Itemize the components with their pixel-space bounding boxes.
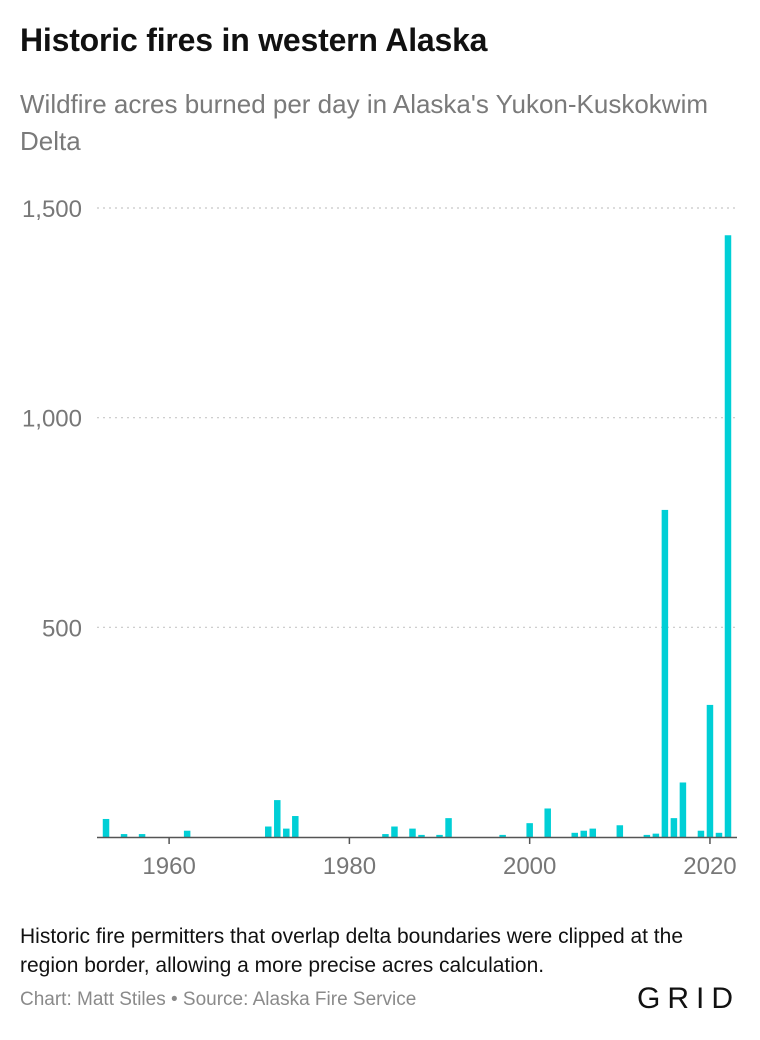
bar-1955 — [120, 834, 128, 837]
bar-2017 — [679, 782, 687, 837]
source-credit: Chart: Matt Stiles • Source: Alaska Fire… — [20, 989, 417, 1010]
x-tick-label: 1960 — [142, 853, 195, 880]
bar-2013 — [643, 834, 651, 837]
bar-2015 — [661, 509, 669, 837]
bars — [102, 235, 732, 838]
y-axis-ticks: 500 1,000 1,500 — [22, 196, 82, 642]
bar-2014 — [652, 833, 660, 837]
bar-2016 — [670, 818, 678, 837]
bar-chart: 500 1,000 1,500 1960 1980 2000 2020 — [22, 196, 737, 880]
bar-2019 — [697, 830, 705, 837]
bar-2020 — [706, 704, 714, 837]
bar-2022 — [724, 235, 732, 838]
bar-1990 — [436, 834, 443, 837]
chart-subtitle: Wildfire acres burned per day in Alaska'… — [20, 89, 709, 156]
bar-1972 — [274, 800, 281, 837]
bar-1973 — [283, 828, 290, 837]
bar-1997 — [499, 834, 506, 837]
chart-note: Historic fire permitters that overlap de… — [20, 925, 683, 977]
y-tick-label: 1,500 — [22, 196, 82, 223]
x-tick-label: 2000 — [503, 853, 556, 880]
bar-2005 — [571, 832, 578, 837]
bar-2010 — [616, 825, 624, 837]
bar-1988 — [418, 834, 425, 837]
bar-1985 — [391, 826, 398, 837]
x-tick-label: 2020 — [683, 853, 736, 880]
bar-2007 — [589, 828, 597, 837]
bar-2021 — [715, 832, 723, 837]
bar-2006 — [580, 830, 588, 837]
bar-1971 — [265, 826, 272, 837]
bar-1953 — [102, 818, 110, 837]
bar-1991 — [445, 818, 452, 837]
chart-title: Historic fires in western Alaska — [20, 22, 488, 58]
bar-1974 — [292, 816, 299, 837]
bar-2002 — [544, 808, 551, 837]
bar-1962 — [183, 830, 191, 837]
bar-2000 — [526, 823, 533, 837]
bar-1987 — [409, 828, 416, 837]
grid-logo: GRID — [637, 982, 740, 1015]
gridlines — [97, 207, 737, 628]
x-tick-label: 1980 — [323, 853, 376, 880]
y-tick-label: 1,000 — [22, 406, 82, 433]
y-tick-label: 500 — [42, 615, 82, 642]
bar-1957 — [138, 834, 146, 837]
bar-1984 — [382, 834, 389, 837]
x-axis-ticks: 1960 1980 2000 2020 — [142, 837, 737, 880]
